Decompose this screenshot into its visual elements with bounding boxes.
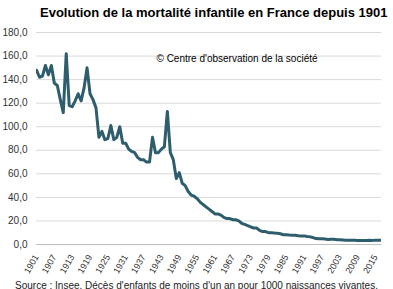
svg-text:0,0: 0,0 [14, 239, 28, 250]
svg-text:© Centre d'observation de la s: © Centre d'observation de la société [157, 53, 318, 64]
svg-text:60,0: 60,0 [8, 168, 28, 179]
svg-text:2015: 2015 [361, 253, 380, 275]
svg-text:80,0: 80,0 [8, 144, 28, 155]
svg-text:160,0: 160,0 [2, 50, 27, 61]
svg-text:2003: 2003 [325, 253, 344, 275]
svg-text:120,0: 120,0 [2, 97, 27, 108]
svg-text:1949: 1949 [165, 253, 184, 275]
svg-text:1901: 1901 [22, 253, 41, 275]
svg-text:1925: 1925 [93, 253, 112, 275]
svg-text:1943: 1943 [147, 253, 166, 275]
svg-text:1967: 1967 [218, 253, 237, 275]
svg-text:1985: 1985 [272, 253, 291, 275]
svg-text:2009: 2009 [343, 253, 362, 275]
svg-text:1961: 1961 [200, 253, 219, 275]
svg-text:1991: 1991 [290, 253, 309, 275]
svg-text:1937: 1937 [129, 253, 148, 275]
svg-text:1931: 1931 [111, 253, 130, 275]
svg-text:1973: 1973 [236, 253, 255, 275]
html-text:Evolution de la mortalité infa: Evolution de la mortalité infantile en F… [40, 5, 388, 20]
svg-text:20,0: 20,0 [8, 215, 28, 226]
svg-text:1919: 1919 [76, 253, 95, 275]
svg-text:100,0: 100,0 [2, 121, 27, 132]
svg-text:1907: 1907 [40, 253, 59, 275]
svg-text:1997: 1997 [308, 253, 327, 275]
svg-text:40,0: 40,0 [8, 192, 28, 203]
svg-text:140,0: 140,0 [2, 74, 27, 85]
svg-text:1913: 1913 [58, 253, 77, 275]
svg-text:1979: 1979 [254, 253, 273, 275]
svg-text:1955: 1955 [183, 253, 202, 275]
svg-text:180,0: 180,0 [2, 27, 27, 38]
